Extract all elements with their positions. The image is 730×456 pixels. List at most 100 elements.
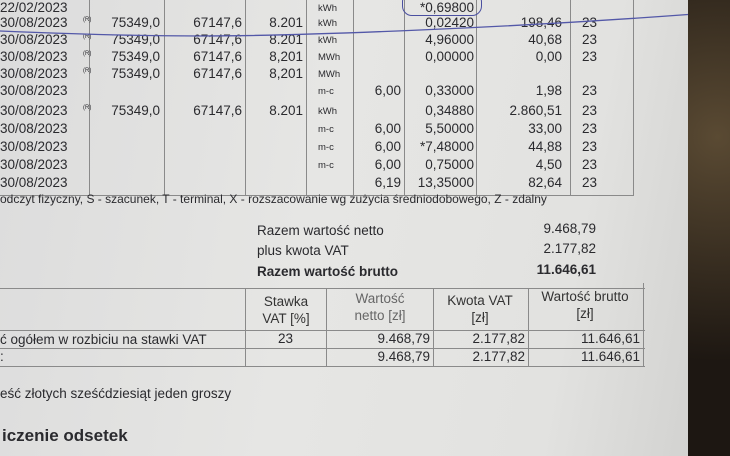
total-net-label: Razem wartość netto — [257, 223, 384, 238]
reading-row: 30/08/2023 6,19 13,35000 82,64 23 — [0, 175, 640, 193]
background-surface — [688, 0, 730, 456]
quantity: 6,00 — [374, 121, 401, 136]
total-gross-value: 11.646,61 — [536, 262, 596, 277]
unit: MWh — [318, 52, 341, 63]
net-value: 1,98 — [535, 83, 562, 98]
reading-date: 30/08/2023 — [0, 139, 68, 154]
table-column-divider — [404, 0, 405, 196]
meter-reading-current: 75349,0 — [111, 66, 160, 81]
quantity: 6,00 — [374, 157, 401, 172]
unit: m-c — [318, 124, 334, 135]
reading-date: 22/02/2023 — [0, 0, 68, 15]
unit-price: 0,00000 — [425, 49, 474, 64]
amount-in-words: eść złotych sześćdziesiąt jeden groszy — [0, 386, 232, 401]
vat-row-label: ć ogółem w rozbiciu na stawki VAT — [0, 332, 207, 347]
table-column-divider — [245, 0, 246, 196]
net-value: 4,50 — [535, 157, 562, 172]
reading-date: 30/08/2023 — [0, 66, 68, 81]
meter-factor: 8.201 — [269, 103, 303, 118]
vat-rate: 23 — [582, 175, 598, 190]
table-column-divider — [164, 0, 165, 196]
meter-factor: 8.201 — [269, 15, 303, 30]
vat-row-vat: 2.177,82 — [472, 331, 525, 346]
reading-row: 22/02/2023 kWh *0,69800 — [0, 0, 640, 18]
header-gross: Wartość brutto [zł] — [541, 289, 629, 321]
table-column-divider — [89, 0, 90, 196]
meter-reading-current: 75349,0 — [111, 103, 160, 118]
reading-row: 30/08/2023 (R) 75349,0 67147,6 8,201 MWh — [0, 66, 640, 84]
reading-type-flag: (R) — [83, 34, 92, 40]
vat-sum-net: 9.468,79 — [377, 349, 430, 364]
reading-row: 30/08/2023 m-c 6,00 0,33000 1,98 23 — [0, 83, 640, 101]
reading-date: 30/08/2023 — [0, 49, 68, 64]
pen-line-mark — [0, 13, 695, 37]
meter-reading-previous: 67147,6 — [193, 49, 242, 64]
unit: m-c — [318, 142, 334, 153]
vat-rate: 23 — [582, 157, 598, 172]
vat-rate: 23 — [582, 103, 598, 118]
unit: MWh — [318, 69, 341, 80]
reading-row: 30/08/2023 m-c 6,00 5,50000 33,00 23 — [0, 121, 640, 139]
reading-date: 30/08/2023 — [0, 157, 68, 172]
meter-factor: 8,201 — [269, 49, 303, 64]
reading-type-flag: (R) — [83, 105, 92, 111]
meter-factor: 8,201 — [269, 66, 303, 81]
reading-row: 30/08/2023 (R) 75349,0 67147,6 8.201 kWh 0,024… — [0, 15, 640, 33]
pen-circle-mark — [402, 0, 482, 16]
total-net-value: 9.468,79 — [543, 221, 596, 236]
unit-price: 5,50000 — [425, 121, 474, 136]
reading-type-flag: (R) — [83, 51, 92, 57]
total-vat-label: plus kwota VAT — [257, 243, 349, 258]
reading-type-flag: (R) — [83, 17, 92, 23]
net-value: 33,00 — [528, 121, 562, 136]
reading-type-flag: (R) — [83, 68, 92, 74]
unit-price: 0,75000 — [425, 157, 474, 172]
net-value: 44,88 — [528, 139, 562, 154]
vat-row-gross: 11.646,61 — [580, 331, 640, 346]
table-column-divider — [306, 0, 307, 196]
reading-row: 30/08/2023 (R) 75349,0 67147,6 8.201 kWh 0,348… — [0, 103, 640, 121]
vat-rate: 23 — [582, 139, 598, 154]
table-column-divider — [633, 0, 634, 196]
meter-factor: 8.201 — [269, 32, 303, 47]
unit-price: 4,96000 — [425, 32, 474, 47]
reading-row: 30/08/2023 m-c 6,00 0,75000 4,50 23 — [0, 157, 640, 175]
unit-price: 13,35000 — [417, 175, 474, 190]
meter-reading-previous: 67147,6 — [193, 103, 242, 118]
vat-sum-vat: 2.177,82 — [472, 349, 525, 364]
invoice-paper: 22/02/2023 kWh *0,69800 30/08/2023 (R) 75349,… — [0, 0, 695, 456]
unit: kWh — [318, 3, 337, 14]
net-value: 40,68 — [528, 32, 562, 47]
unit: kWh — [318, 106, 337, 117]
reading-row: 30/08/2023 m-c 6,00 *7,48000 44,88 23 — [0, 139, 640, 157]
unit: m-c — [318, 86, 334, 97]
quantity: 6,00 — [374, 139, 401, 154]
vat-sum-gross: 11.646,61 — [580, 349, 640, 364]
quantity: 6,00 — [374, 83, 401, 98]
reading-date: 30/08/2023 — [0, 103, 68, 118]
net-value: 82,64 — [528, 175, 562, 190]
quantity: 6,19 — [374, 175, 401, 190]
header-vat-rate: Stawka VAT [%] — [262, 294, 310, 326]
unit: kWh — [318, 18, 337, 29]
table-column-divider — [476, 0, 477, 196]
vat-row-net: 9.468,79 — [377, 331, 430, 346]
meter-reading-current: 75349,0 — [111, 15, 160, 30]
reading-row: 30/08/2023 (R) 75349,0 67147,6 8.201 kWh 4,960… — [0, 32, 640, 50]
vat-rate: 23 — [582, 121, 598, 136]
net-value: 198,46 — [520, 15, 562, 30]
total-vat-value: 2.177,82 — [543, 241, 596, 256]
table-bottom-border — [0, 195, 634, 196]
net-value: 0,00 — [535, 49, 562, 64]
reading-date: 30/08/2023 — [0, 15, 68, 30]
vat-rate: 23 — [582, 15, 598, 30]
header-net: Wartość netto [zł] — [354, 291, 406, 323]
reading-date: 30/08/2023 — [0, 83, 68, 98]
table-column-divider — [353, 0, 354, 196]
unit: kWh — [318, 35, 337, 46]
unit-price: 0,34880 — [425, 103, 474, 118]
vat-rate: 23 — [582, 49, 598, 64]
reading-row: 30/08/2023 (R) 75349,0 67147,6 8,201 MWh 0,000… — [0, 49, 640, 67]
meter-reading-previous: 67147,6 — [193, 15, 242, 30]
vat-rate: 23 — [582, 32, 598, 47]
